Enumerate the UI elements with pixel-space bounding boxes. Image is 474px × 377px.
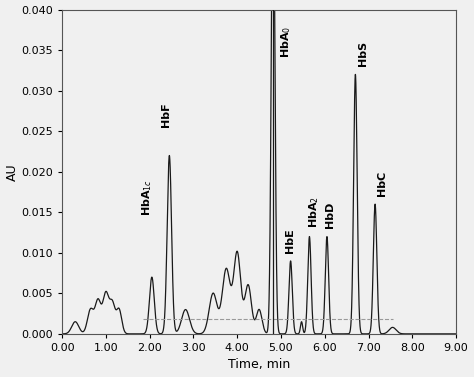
Text: HbF: HbF	[161, 103, 171, 127]
Text: HbD: HbD	[325, 202, 335, 228]
Text: HbE: HbE	[285, 228, 295, 253]
Text: HbA$_{1c}$: HbA$_{1c}$	[140, 179, 154, 216]
Text: HbC: HbC	[377, 171, 387, 196]
Y-axis label: AU: AU	[6, 163, 18, 181]
X-axis label: Time, min: Time, min	[228, 359, 290, 371]
Text: HbA$_0$: HbA$_0$	[279, 26, 292, 58]
Text: HbS: HbS	[357, 41, 367, 66]
Text: HbA$_2$: HbA$_2$	[307, 196, 321, 228]
